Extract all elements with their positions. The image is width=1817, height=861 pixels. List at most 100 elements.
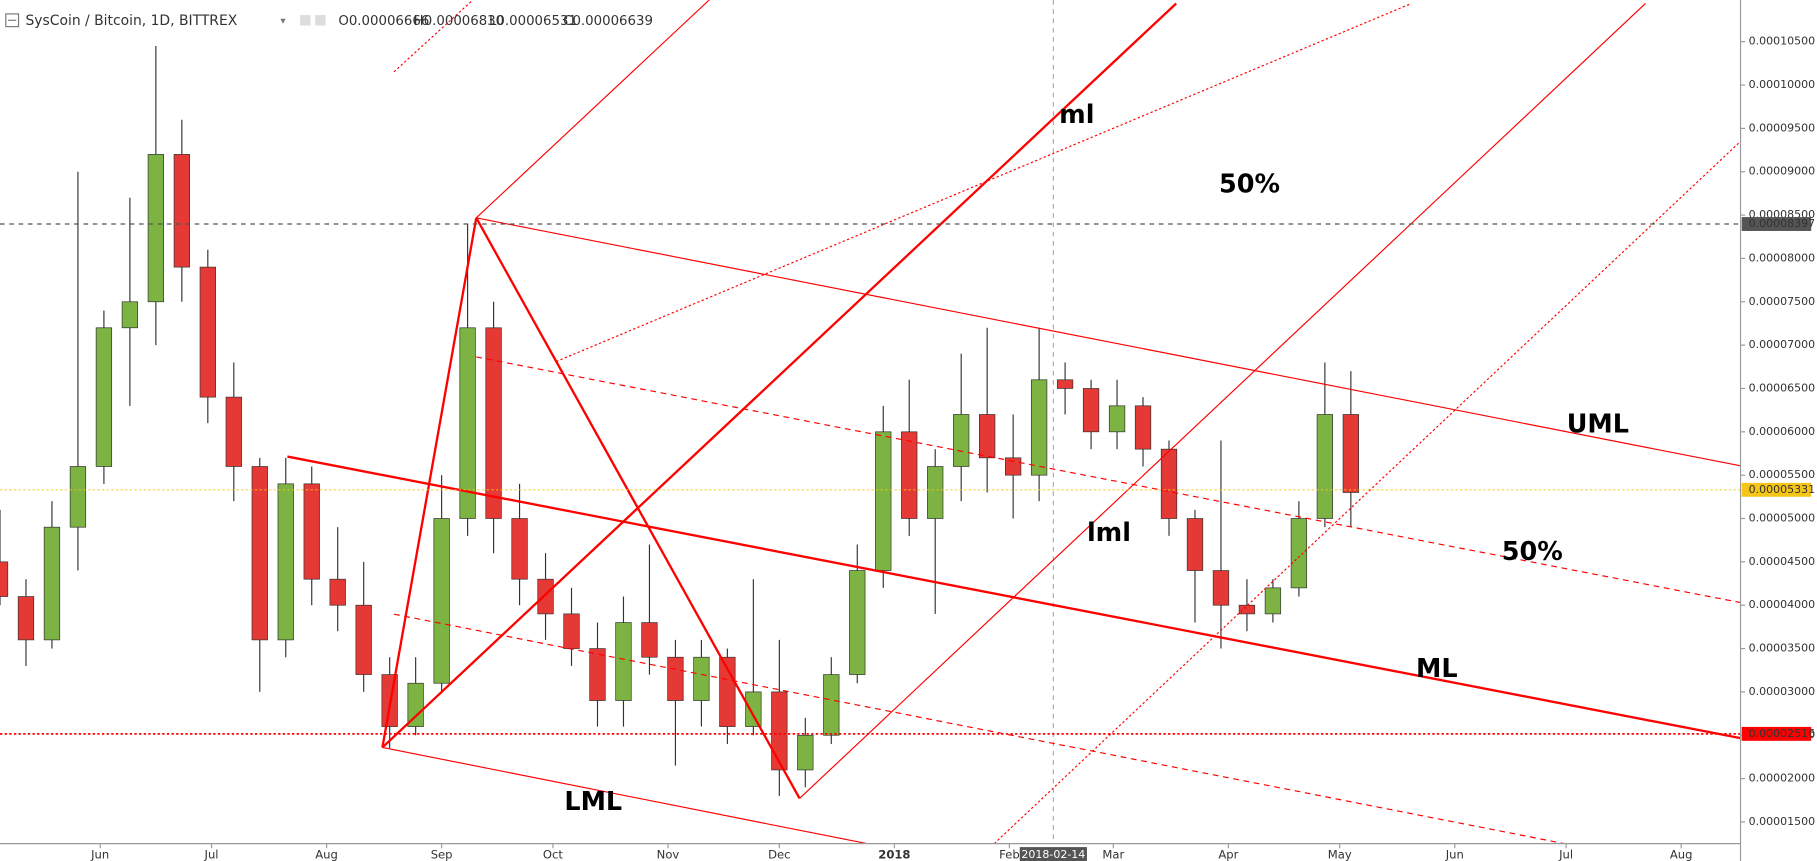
- crosshair-date: 2018-02-14: [1021, 848, 1085, 861]
- annotation: ML: [1416, 654, 1458, 684]
- candle-body: [745, 691, 762, 727]
- y-tick-label: 0.00004000: [1749, 598, 1815, 611]
- candle-body: [1030, 379, 1048, 476]
- candle-body: [1082, 388, 1100, 433]
- candle-body: [615, 622, 632, 701]
- y-tick-label: 0.00007500: [1749, 295, 1815, 308]
- candle-body: [251, 466, 268, 641]
- ohlc-open: O0.00006666: [338, 14, 429, 29]
- candle-body: [537, 578, 554, 615]
- price-label: 0.00005331: [1749, 483, 1815, 496]
- crosshair-date-box: [1019, 847, 1087, 861]
- candle-body: [979, 414, 996, 459]
- upper-median-line: [476, 217, 1741, 467]
- lower-median-line: [382, 746, 867, 845]
- axes: 0.000015000.000020000.000025000.00003000…: [90, 35, 1815, 861]
- candle-body: [1160, 448, 1178, 519]
- candle-body: [355, 604, 372, 675]
- x-tick-label: Aug: [1670, 848, 1693, 861]
- x-tick-label: Feb: [999, 848, 1019, 861]
- pitchfork-handle: [381, 217, 478, 748]
- pitchfork-handle: [475, 217, 801, 799]
- candle-body: [147, 154, 165, 303]
- candle-body: [303, 483, 320, 580]
- y-tick-label: 0.00006500: [1749, 381, 1815, 394]
- candle-body: [953, 414, 970, 467]
- y-tick-label: 0.00002000: [1749, 772, 1815, 785]
- candle-body: [589, 648, 606, 701]
- candle-body: [0, 561, 9, 597]
- icon[interactable]: [315, 15, 326, 26]
- ohlc-high: H0.00006830: [414, 14, 504, 29]
- candle-body: [875, 431, 892, 571]
- ohlc-low: L0.00006531: [489, 14, 577, 29]
- candle-body: [199, 266, 216, 398]
- candle-body: [563, 613, 580, 649]
- candle-body: [407, 682, 424, 727]
- y-tick-label: 0.00010000: [1749, 78, 1815, 91]
- upper-line: [475, 0, 710, 219]
- candle-body: [433, 518, 450, 684]
- y-tick-label: 0.00008000: [1749, 251, 1815, 264]
- candle-body: [121, 301, 139, 329]
- candle-body: [329, 578, 346, 606]
- x-tick-label: Jul: [1558, 848, 1573, 861]
- candle-body: [511, 518, 528, 580]
- price-label-box: [1741, 482, 1812, 497]
- candle-body: [823, 674, 840, 736]
- candle-body: [901, 431, 918, 519]
- candle-body: [1212, 570, 1230, 606]
- annotation: ml: [1059, 100, 1094, 130]
- median-line: [381, 2, 1177, 749]
- y-tick-label: 0.00010500: [1749, 35, 1815, 48]
- candle-body: [771, 691, 788, 771]
- candle-body: [1056, 379, 1074, 389]
- y-tick-label: 0.00003000: [1749, 685, 1815, 698]
- candle-body: [1186, 518, 1204, 571]
- x-tick-label: Aug: [315, 848, 338, 861]
- warning-line: [393, 0, 474, 73]
- candle-body: [1290, 518, 1308, 589]
- y-tick-label: 0.00005000: [1749, 512, 1815, 525]
- y-tick-label: 0.00009500: [1749, 121, 1815, 134]
- candle-body: [797, 734, 814, 771]
- candle-body: [225, 396, 242, 467]
- candle-body: [641, 622, 658, 658]
- y-tick-label: 0.00009000: [1749, 165, 1815, 178]
- candle-body: [1134, 405, 1152, 450]
- collapse-button[interactable]: [5, 13, 20, 28]
- fifty-line: [993, 140, 1741, 845]
- y-tick-label: 0.00007000: [1749, 338, 1815, 351]
- annotation: 50%: [1219, 169, 1280, 199]
- y-tick-label: 0.00005500: [1749, 468, 1815, 481]
- x-tick-label: 2018: [878, 848, 910, 861]
- candle-body: [667, 656, 684, 701]
- candle-body: [43, 526, 61, 641]
- time-axis: [0, 843, 1741, 861]
- x-tick-label: Jul: [204, 848, 219, 861]
- pitchfork: ml 50% UML lml 50% ML LML: [287, 0, 1741, 845]
- candles: [0, 46, 1359, 796]
- x-tick-label: Apr: [1218, 848, 1238, 861]
- annotation: LML: [564, 787, 622, 817]
- x-tick-label: May: [1328, 848, 1352, 861]
- candle-body: [459, 327, 476, 519]
- fifty-line: [556, 2, 1412, 363]
- price-label-box: [1741, 726, 1812, 741]
- candle-body: [485, 327, 502, 519]
- candle-body: [1238, 604, 1256, 615]
- icon[interactable]: [300, 15, 311, 26]
- price-lines: [0, 223, 1741, 735]
- candle-body: [1004, 457, 1022, 476]
- dropdown-icon[interactable]: ▾: [280, 15, 286, 27]
- y-tick-label: 0.00004500: [1749, 555, 1815, 568]
- candle-body: [1108, 405, 1126, 433]
- price-axis: [1740, 0, 1817, 861]
- ohlc-close: C0.00006639: [563, 14, 653, 29]
- price-label: 0.00002516: [1749, 727, 1815, 740]
- price-label: 0.00008397: [1749, 217, 1815, 230]
- candle-body: [95, 327, 113, 467]
- x-tick-label: Dec: [768, 848, 790, 861]
- y-tick-label: 0.00003500: [1749, 642, 1815, 655]
